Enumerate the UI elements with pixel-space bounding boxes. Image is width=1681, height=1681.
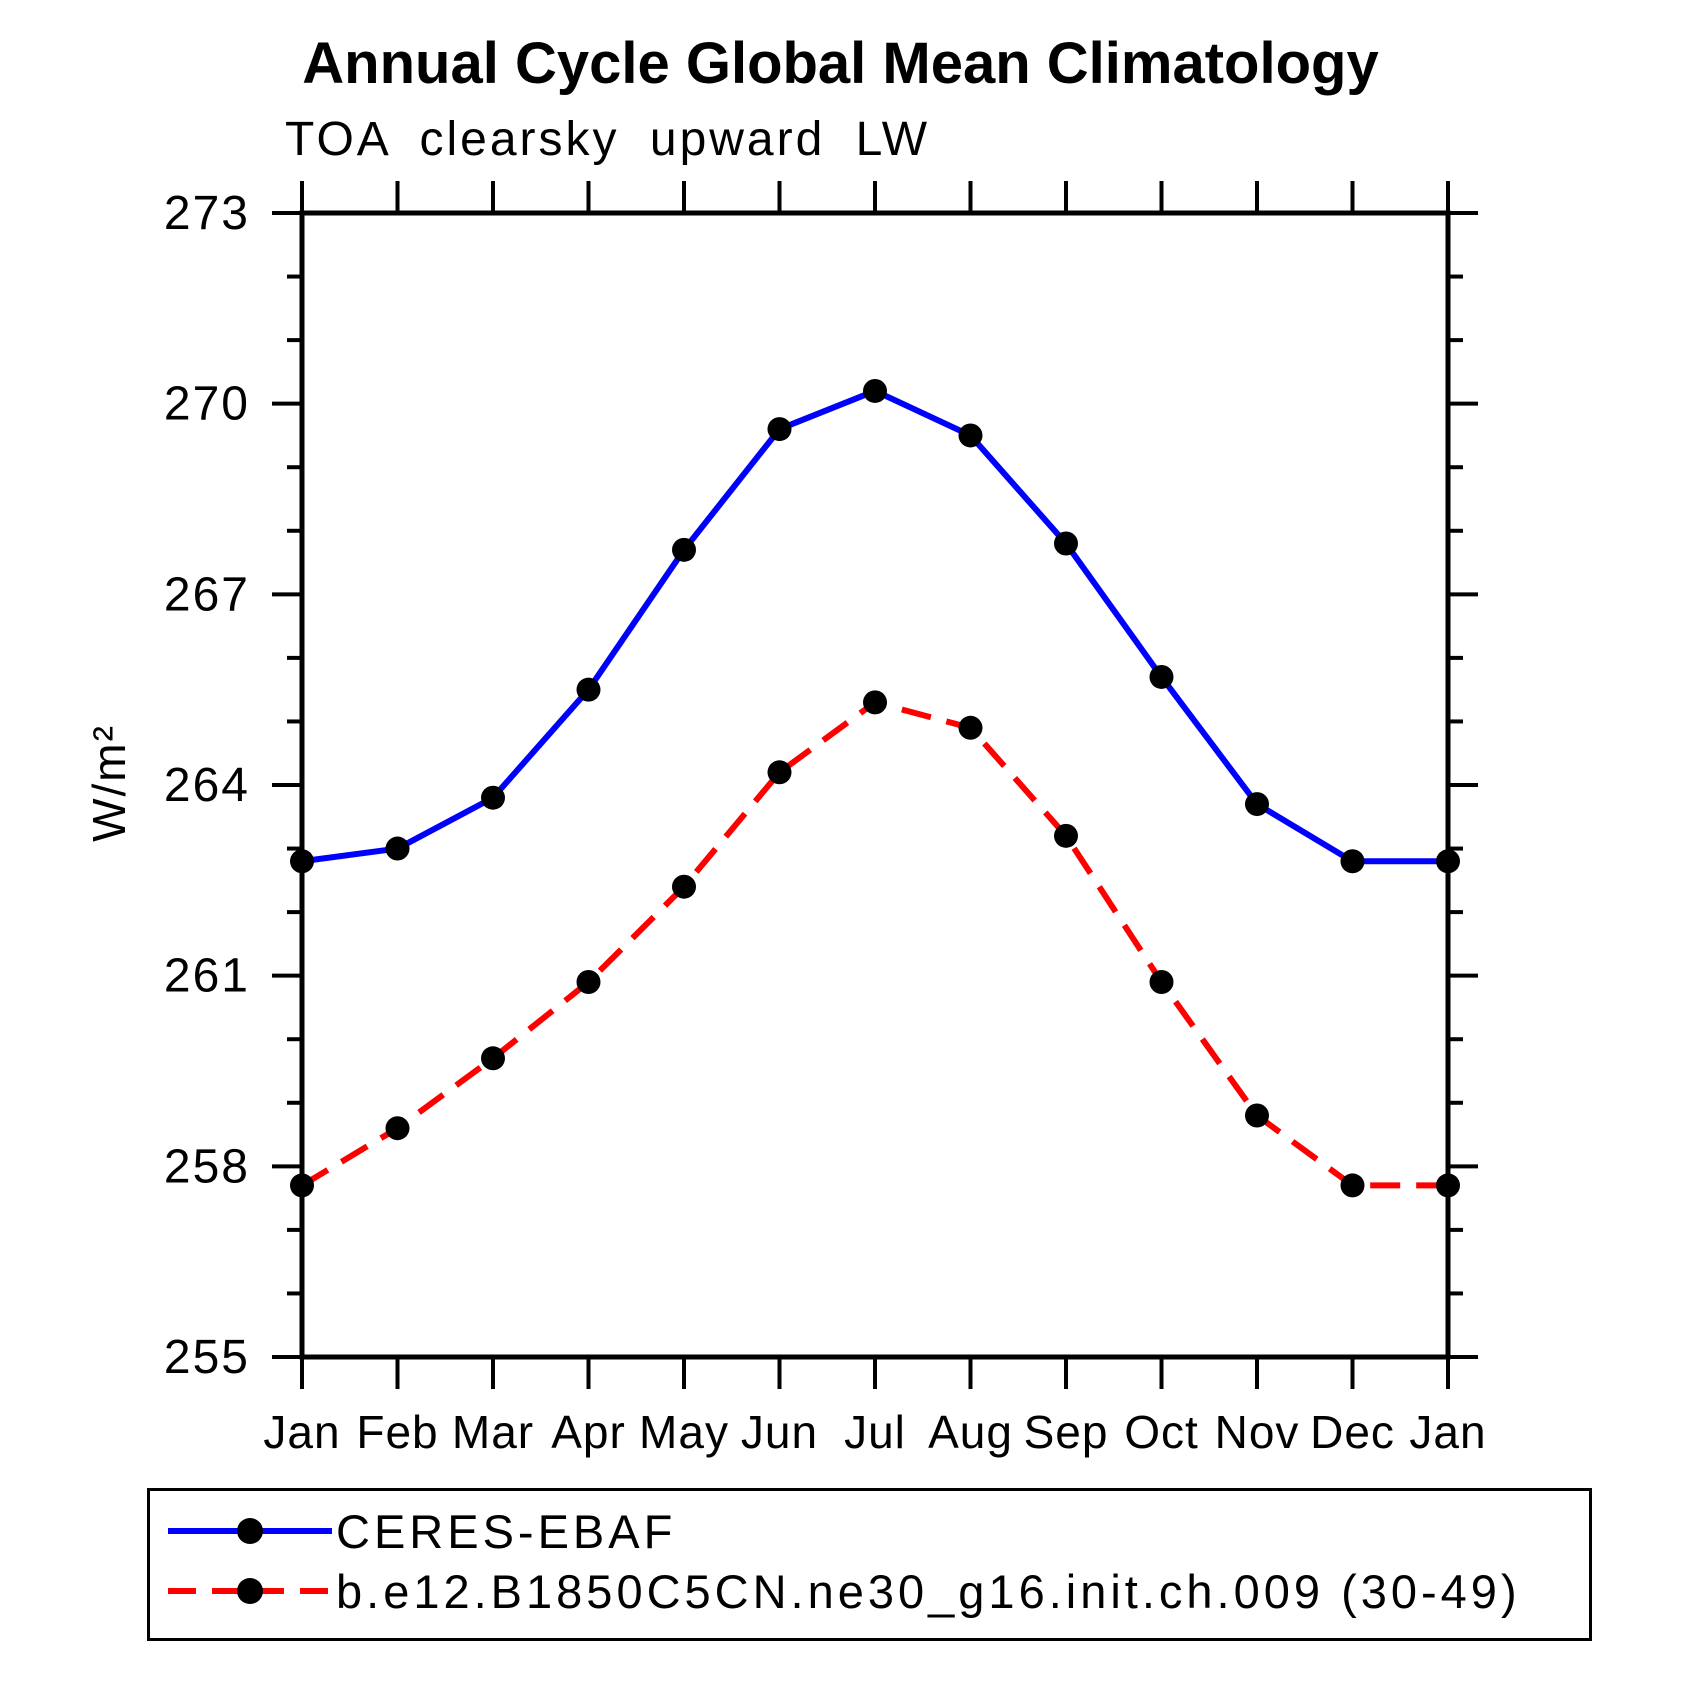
svg-text:Oct: Oct: [1124, 1406, 1199, 1458]
svg-text:Mar: Mar: [452, 1406, 534, 1458]
svg-text:Nov: Nov: [1215, 1406, 1300, 1458]
legend-entry-ceres-ebaf: CERES-EBAF: [166, 1504, 677, 1558]
svg-text:Apr: Apr: [551, 1406, 626, 1458]
svg-text:264: 264: [164, 759, 250, 812]
svg-text:Jul: Jul: [844, 1406, 906, 1458]
chart-subtitle: TOA clearsky upward LW: [285, 113, 931, 166]
svg-text:Aug: Aug: [928, 1406, 1013, 1458]
series-1: [290, 690, 1460, 1198]
legend-entry-model: b.e12.B1850C5CN.ne30_g16.init.ch.009 (30…: [166, 1564, 1521, 1618]
legend: CERES-EBAF b.e12.B1850C5CN.ne30_g16.init…: [147, 1488, 1592, 1641]
chart-title: Annual Cycle Global Mean Climatology: [302, 31, 1379, 96]
series-0: [290, 378, 1460, 874]
svg-text:Jan: Jan: [263, 1406, 340, 1458]
x-axis-ticks: [300, 181, 1450, 1389]
svg-text:Feb: Feb: [356, 1406, 438, 1458]
legend-line-sample-1: [168, 1578, 332, 1604]
svg-text:Sep: Sep: [1024, 1406, 1109, 1458]
y-axis-labels: 255 258 261 264 267 270 273: [164, 187, 250, 1384]
svg-text:May: May: [639, 1406, 729, 1458]
legend-label-model: b.e12.B1850C5CN.ne30_g16.init.ch.009 (30…: [336, 1564, 1521, 1618]
legend-label-ceres-ebaf: CERES-EBAF: [336, 1504, 677, 1558]
svg-text:Dec: Dec: [1310, 1406, 1395, 1458]
legend-line-sample-0: [168, 1518, 332, 1544]
x-axis-labels: Jan Feb Mar Apr May Jun Jul Aug Sep Oct Nov Dec Jan: [263, 1406, 1486, 1458]
svg-text:258: 258: [164, 1140, 250, 1193]
svg-text:Jan: Jan: [1409, 1406, 1486, 1458]
svg-text:270: 270: [164, 378, 250, 431]
svg-text:Jun: Jun: [741, 1406, 818, 1458]
svg-text:255: 255: [164, 1331, 250, 1384]
svg-text:273: 273: [164, 187, 250, 240]
svg-text:267: 267: [164, 568, 250, 621]
svg-text:261: 261: [164, 950, 250, 1003]
plot-frame: [299, 210, 1451, 1360]
